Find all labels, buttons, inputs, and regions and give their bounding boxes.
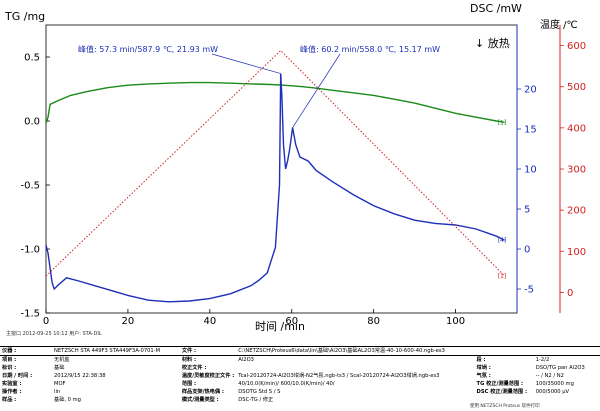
peak2-leader-line bbox=[292, 53, 341, 128]
tg-tick-label: -0.5 bbox=[20, 181, 40, 192]
dsc-tick-label: 5 bbox=[524, 205, 530, 216]
peak1-annotation: 峰值: 57.3 min/587.9 ℃, 21.93 mW bbox=[78, 44, 218, 54]
tg-tick-label: 0.0 bbox=[24, 117, 40, 128]
dsc-tick-label: 20 bbox=[524, 85, 537, 96]
temp-tick-label: 100 bbox=[567, 247, 586, 258]
info-row: 操作者 : lin 样品支架/热电偶 : DSOTG Std S / S DSC 校正/… bbox=[0, 388, 600, 396]
info-cell: 模式/测量类型 : bbox=[181, 397, 219, 403]
temp-tick-label: 200 bbox=[567, 206, 586, 217]
temp-tick-label: 400 bbox=[567, 123, 586, 134]
info-cell bbox=[236, 364, 474, 372]
temp-tick-label: 0 bbox=[567, 288, 573, 299]
info-cell: 100/35000 mg bbox=[535, 381, 574, 387]
info-cell: 气氛 : bbox=[476, 373, 491, 379]
x-tick-label: 100 bbox=[446, 316, 465, 327]
software-note: 使用 NETZSCH Proteus 软件打印 bbox=[470, 404, 540, 409]
info-cell: TG 校正/测量范围 : bbox=[476, 381, 524, 387]
temp-axis-label: 温度 /℃ bbox=[540, 18, 578, 31]
info-cell: 段 : bbox=[476, 357, 486, 363]
temp-tick-label: 500 bbox=[567, 82, 586, 93]
info-cell: 1-2/2 bbox=[535, 357, 550, 363]
peak2-annotation: 峰值: 60.2 min/558.0 ℃, 15.17 mW bbox=[300, 44, 440, 54]
info-row: 样品 : 基础, 0 mg 模式/测量类型 : DSC-TG / 修正 bbox=[0, 396, 600, 404]
x-axis-label: 时间 /min bbox=[255, 320, 305, 333]
tg-axis-label: TG /mg bbox=[4, 10, 45, 23]
info-cell: 文件 : bbox=[179, 346, 237, 356]
info-cell: 操作者 : bbox=[2, 389, 22, 395]
exo-direction-label: ↓ 放热 bbox=[475, 36, 510, 50]
info-cell: 坩埚 : bbox=[476, 365, 491, 371]
info-cell: DSO/TG pan Al2O3 bbox=[535, 365, 585, 371]
footer-date-user: 主窗口 2012-09-25 10:12 用户: STA-DIL bbox=[6, 330, 102, 337]
peak1-leader-line bbox=[211, 53, 281, 74]
info-cell bbox=[534, 396, 596, 404]
info-cell: -- / N2 / N2 bbox=[535, 373, 564, 379]
info-cell: 样品支架/热电偶 : bbox=[181, 389, 224, 395]
info-cell: 000/5000 μV bbox=[535, 389, 570, 395]
dsc-tick-label: -5 bbox=[524, 285, 534, 296]
series-end-marker: [1] bbox=[498, 119, 507, 126]
info-cell: 基础, 0 mg bbox=[54, 397, 81, 403]
info-row: 标识 : 基础 校正文件 : 坩埚 : DSO/TG pan Al2O3 bbox=[0, 364, 600, 372]
info-row: 项目 : 无机盐 材料 : Al2O3 段 : 1-2/2 bbox=[0, 356, 600, 365]
info-cell: 基础 bbox=[54, 365, 65, 371]
dsc-tick-label: 10 bbox=[524, 165, 537, 176]
info-cell: Tcal-20120724-Al2O3坩埚-N2气氛.ngb-ts3 / Sca… bbox=[238, 373, 440, 379]
info-cell bbox=[595, 396, 600, 404]
plot-frame bbox=[45, 24, 518, 314]
x-tick-label: 0 bbox=[43, 316, 49, 327]
info-cell: 仪器 : bbox=[0, 346, 52, 356]
info-cell: 日期 / 时间 : bbox=[2, 373, 33, 379]
thermal-analysis-chart: TG /mg DSC /mW 温度 /℃ ↓ 放热 时间 /min 0 20 40 6… bbox=[4, 2, 586, 337]
info-cell: 2012/9/15 22:38:38 bbox=[54, 373, 106, 379]
info-cell: NETZSCH STA 449F3 STA449F3A-0701-M bbox=[52, 346, 180, 356]
info-cell: 温度/灵敏度校正文件 : bbox=[181, 373, 235, 379]
info-row: 日期 / 时间 : 2012/9/15 22:38:38 温度/灵敏度校正文件 :T… bbox=[0, 372, 600, 380]
series-line-TG bbox=[45, 81, 505, 124]
info-cell bbox=[595, 380, 600, 388]
info-cell: lin bbox=[54, 389, 61, 395]
info-cell: 无机盐 bbox=[54, 357, 70, 363]
x-tick-label: 20 bbox=[122, 316, 135, 327]
info-row: 仪器 : NETZSCH STA 449F3 STA449F3A-0701-M 文件… bbox=[0, 346, 600, 356]
temp-tick-label: 300 bbox=[567, 165, 586, 176]
info-cell: 材料 : bbox=[181, 357, 197, 363]
tg-tick-label: 0.5 bbox=[24, 53, 40, 64]
info-cell: DSC-TG / 修正 bbox=[238, 397, 274, 403]
info-cell: MOF bbox=[54, 381, 66, 387]
series-line-DSC bbox=[45, 73, 506, 303]
dsc-axis-label: DSC /mW bbox=[470, 2, 522, 15]
info-cell: 40/10.0(K/min)/ 600/10.0(K/min)/ 40/ bbox=[238, 381, 335, 387]
tg-tick-label: -1.0 bbox=[20, 245, 40, 256]
temp-tick-label: 600 bbox=[567, 41, 586, 52]
info-cell: 样品 : bbox=[2, 397, 17, 403]
info-cell: DSC 校正/测量范围 : bbox=[476, 389, 528, 395]
x-tick-label: 80 bbox=[367, 316, 380, 327]
info-cell: 项目 : bbox=[2, 357, 17, 363]
series-end-marker: [1] bbox=[498, 273, 507, 280]
info-cell: 范围 : bbox=[181, 381, 197, 387]
info-cell: DSOTG Std S / S bbox=[238, 389, 281, 395]
info-cell bbox=[595, 364, 600, 372]
info-cell: 校正文件 : bbox=[181, 365, 207, 371]
info-cell bbox=[595, 356, 600, 365]
info-cell bbox=[595, 388, 600, 396]
info-cell: Al2O3 bbox=[238, 357, 254, 363]
dsc-tick-label: 0 bbox=[524, 245, 530, 256]
dsc-tick-label: 15 bbox=[524, 125, 537, 136]
info-cell: 实验室 : bbox=[2, 381, 22, 387]
info-cell bbox=[595, 372, 600, 380]
measurement-info-table: 仪器 : NETZSCH STA 449F3 STA449F3A-0701-M 文件… bbox=[0, 346, 600, 404]
info-cell: C:\NETZSCH\Proteus6\data\lin\基础\Al2O3\基础… bbox=[236, 346, 600, 356]
series-end-marker: [4] bbox=[498, 237, 507, 244]
tg-tick-label: -1.5 bbox=[20, 309, 40, 320]
info-cell: 标识 : bbox=[2, 365, 17, 371]
x-tick-label: 40 bbox=[203, 316, 216, 327]
info-row: 实验室 : MOF 范围 : 40/10.0(K/min)/ 600/10.0(K/m… bbox=[0, 380, 600, 388]
x-tick-label: 60 bbox=[285, 316, 298, 327]
measurement-info-panel: 仪器 : NETZSCH STA 449F3 STA449F3A-0701-M 文件… bbox=[0, 346, 600, 411]
